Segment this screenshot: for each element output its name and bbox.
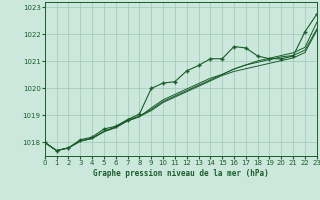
X-axis label: Graphe pression niveau de la mer (hPa): Graphe pression niveau de la mer (hPa) bbox=[93, 169, 269, 178]
